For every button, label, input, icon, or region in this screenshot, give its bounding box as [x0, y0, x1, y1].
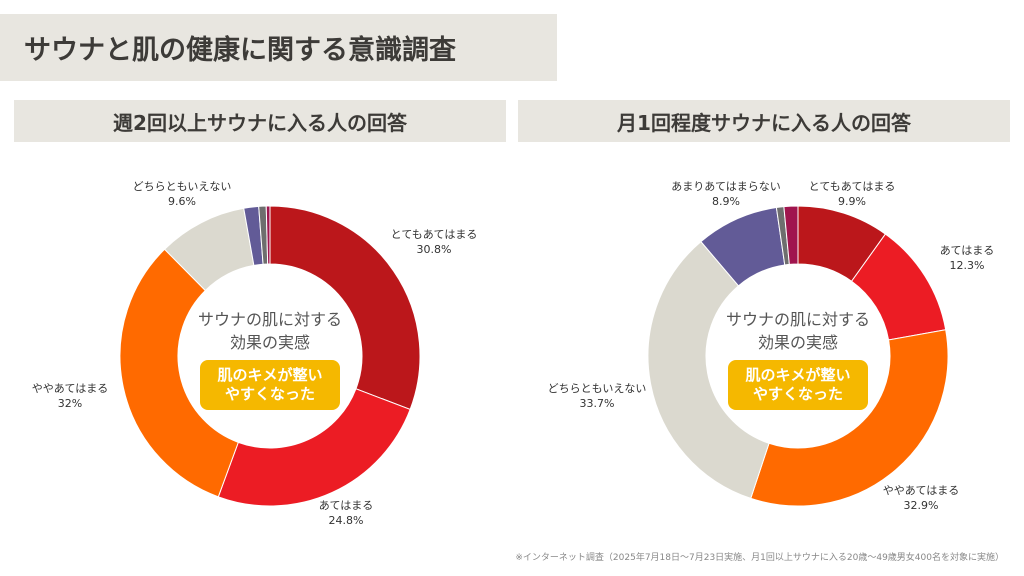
footnote: ※インターネット調査（2025年7月18日〜7月23日実施、月1回以上サウナに入…: [515, 553, 1004, 563]
slice-label-notmuch-right: あまりあてはまらない 8.9%: [671, 180, 781, 208]
page-title: サウナと肌の健康に関する意識調査: [24, 35, 456, 66]
donut-slice-0-2: [119, 248, 239, 498]
slice-label-slightly-left: ややあてはまる 32%: [31, 382, 109, 410]
donut-slice-1-6: [783, 205, 799, 265]
donut-slice-1-2: [750, 329, 949, 507]
title-banner: サウナと肌の健康に関する意識調査: [0, 14, 557, 81]
slice-label-somewhat-right: あてはまる 12.3%: [939, 244, 995, 272]
slice-label-somewhat-left: あてはまる 24.8%: [318, 499, 374, 527]
donut-slice-0-0: [269, 205, 421, 411]
center-badge-left: 肌のキメが整い やすくなった: [200, 360, 340, 410]
center-caption-left: サウナの肌に対する 効果の実感: [197, 310, 342, 352]
donut-slice-1-3: [647, 240, 770, 499]
slice-label-very-right: とてもあてはまる 9.9%: [808, 180, 896, 208]
slice-label-neutral-right: どちらともいえない 33.7%: [547, 382, 647, 410]
center-badge-right: 肌のキメが整い やすくなった: [728, 360, 868, 410]
slice-label-very-left: とてもあてはまる 30.8%: [390, 228, 478, 256]
donut-slice-0-1: [217, 388, 411, 507]
center-caption-right: サウナの肌に対する 効果の実感: [725, 310, 870, 352]
chart-title-monthly: 月1回程度サウナに入る人の回答: [518, 100, 1010, 142]
slice-label-neutral-left: どちらともいえない 9.6%: [132, 180, 232, 208]
donut-slice-0-6: [265, 205, 271, 265]
slice-label-slightly-right: ややあてはまる 32.9%: [882, 484, 960, 512]
chart-title-weekly: 週2回以上サウナに入る人の回答: [14, 100, 506, 142]
